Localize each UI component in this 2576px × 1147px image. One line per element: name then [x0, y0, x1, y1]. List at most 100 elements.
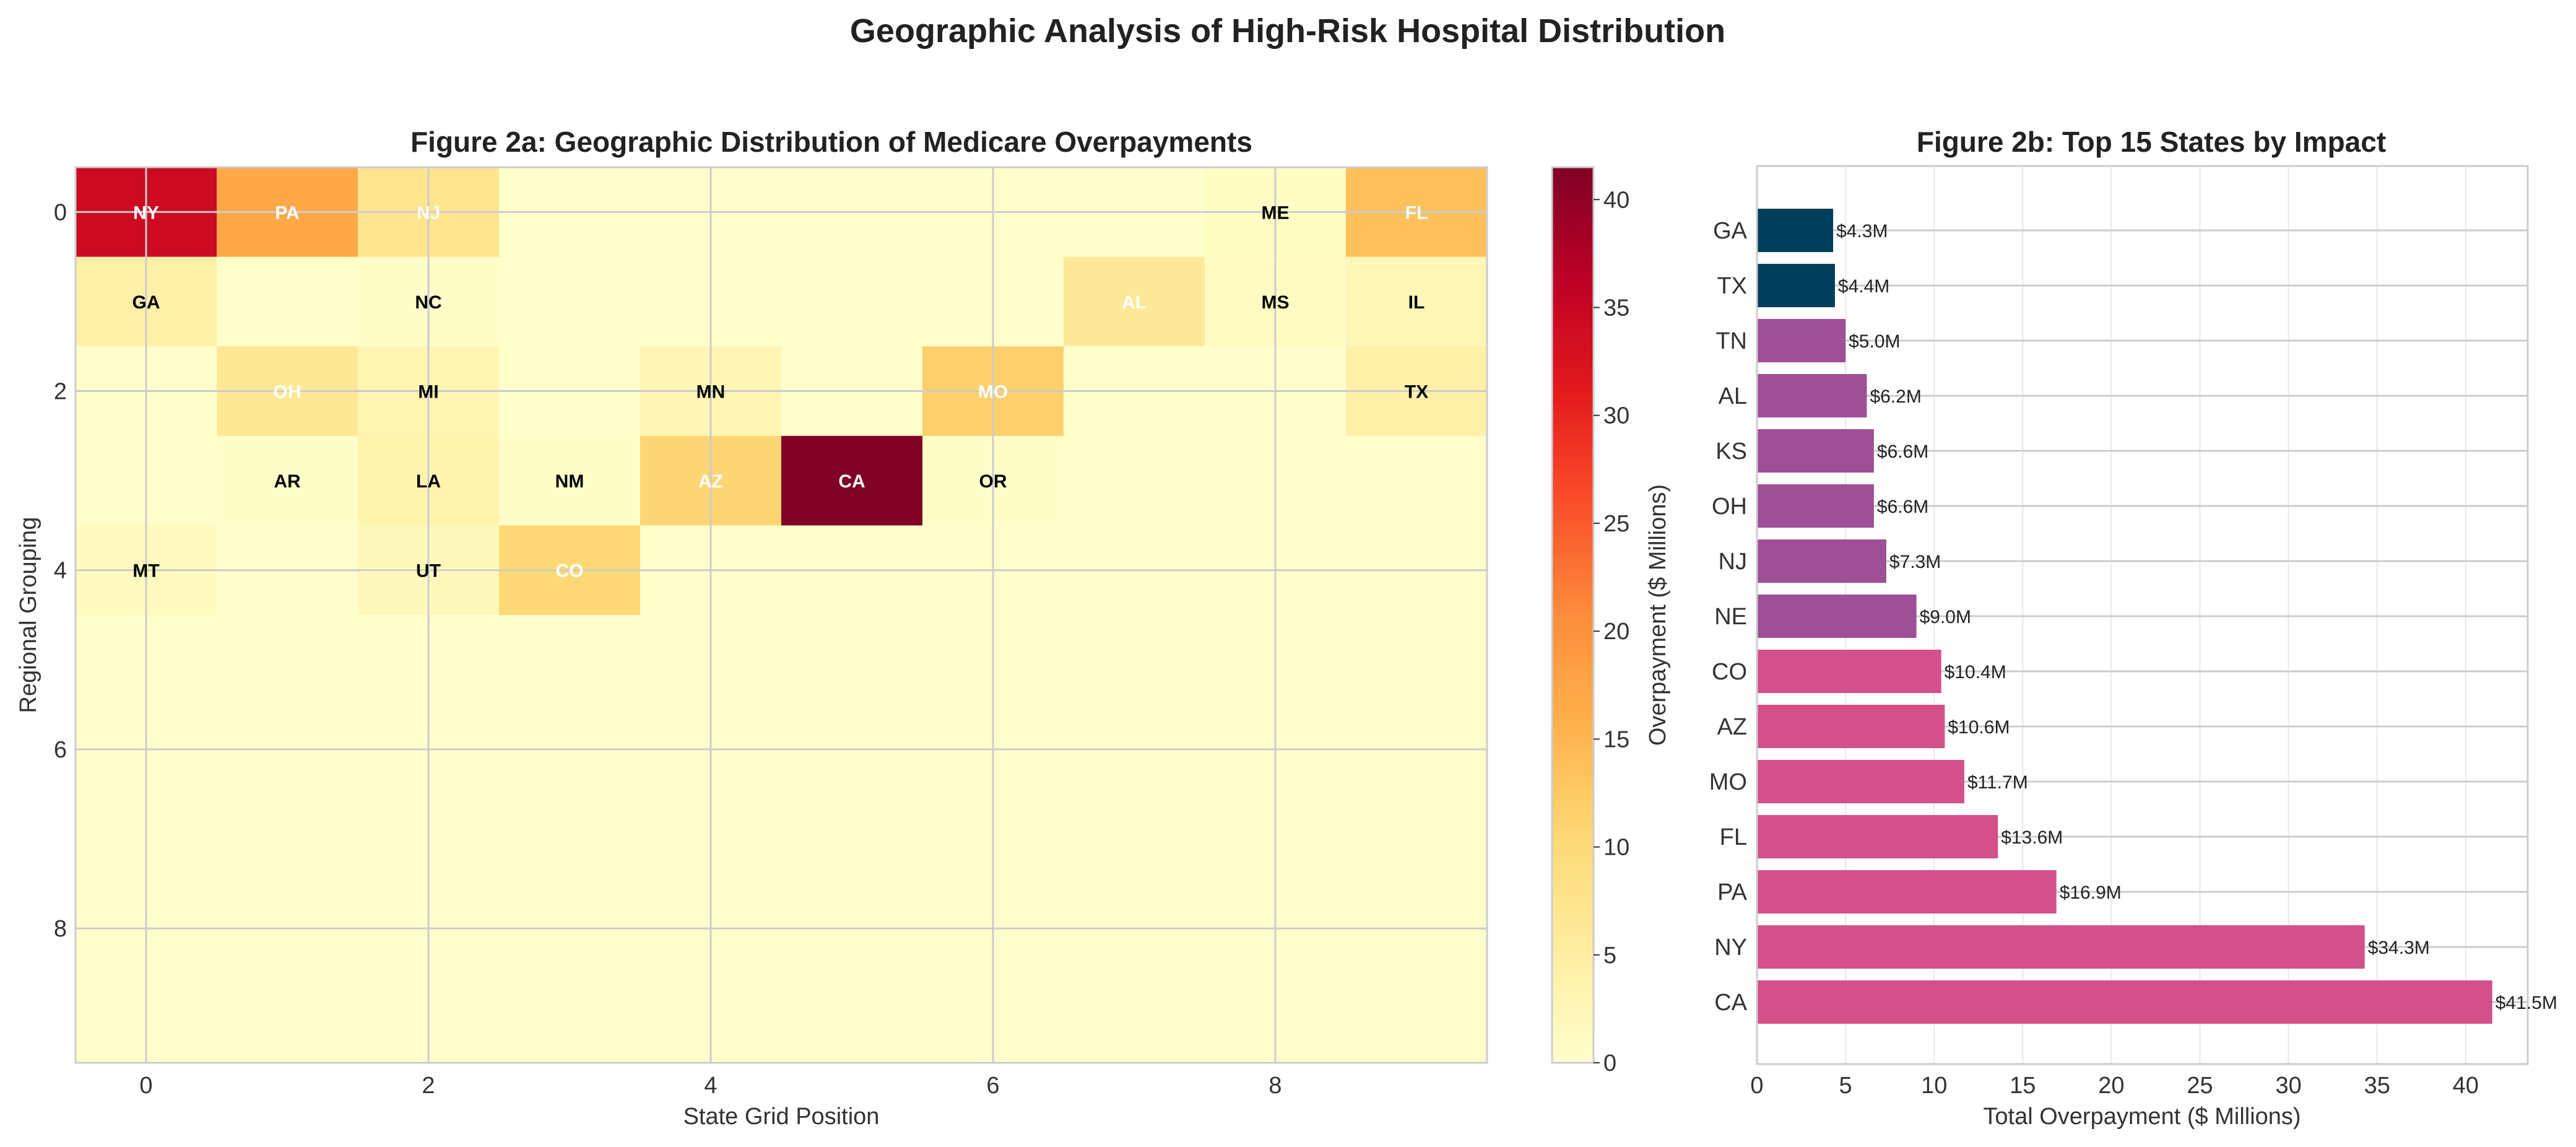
heatmap-cell-al	[1064, 256, 1205, 347]
bar-chart-y-tick-label: AZ	[1717, 714, 1747, 740]
heatmap-x-tick-label: 8	[1268, 1073, 1281, 1099]
heatmap-state-label: MS	[1262, 292, 1290, 313]
heatmap-state-label: AL	[1122, 292, 1147, 313]
colorbar-label: Overpayment ($ Millions)	[1645, 484, 1671, 746]
heatmap-cell-empty	[781, 794, 923, 884]
heatmap-title: Figure 2a: Geographic Distribution of Me…	[410, 126, 1252, 158]
colorbar-tick-label: 25	[1603, 511, 1629, 537]
bar-chart-x-tick-label: 5	[1839, 1073, 1852, 1099]
bar-value-label: $41.5M	[2496, 993, 2557, 1013]
heatmap-state-label: CA	[838, 471, 865, 492]
heatmap-state-label: NJ	[417, 203, 440, 223]
bar-value-label: $6.2M	[1870, 386, 1921, 407]
bar-chart-x-axis-label: Total Overpayment ($ Millions)	[1983, 1104, 2301, 1130]
heatmap-cell-empty	[1346, 794, 1488, 884]
bar-chart-y-tick-label: AL	[1719, 383, 1747, 409]
bar-tx	[1757, 264, 1835, 307]
bar-chart-y-tick-label: GA	[1713, 218, 1748, 244]
figure-suptitle: Geographic Analysis of High-Risk Hospita…	[850, 12, 1725, 50]
heatmap-state-label: MN	[696, 382, 726, 403]
bar-chart-x-tick-label: 15	[2010, 1073, 2036, 1099]
heatmap-cell-empty	[781, 256, 923, 347]
bar-mo	[1757, 760, 1964, 803]
heatmap-gridlines	[76, 167, 1487, 1063]
heatmap-state-label: GA	[132, 292, 160, 313]
bar-ne	[1757, 595, 1917, 638]
bar-value-label: $4.3M	[1836, 221, 1888, 242]
colorbar-tick-label: 0	[1603, 1050, 1616, 1076]
heatmap-state-label: NY	[133, 203, 159, 223]
heatmap-cell-empty	[499, 794, 641, 884]
bar-chart-x-tick-label: 25	[2187, 1073, 2213, 1099]
colorbar	[1551, 166, 1595, 1064]
heatmap-frame	[74, 166, 1488, 1064]
bar-tn	[1757, 319, 1846, 362]
heatmap-state-label: MO	[978, 382, 1008, 403]
heatmap-cell-empty	[1346, 973, 1488, 1063]
heatmap-cell-empty	[1064, 435, 1205, 526]
heatmap-state-label: UT	[416, 561, 441, 582]
bar-co	[1757, 650, 1941, 693]
heatmap-state-label: LA	[416, 471, 441, 492]
heatmap-cell-empty	[1064, 615, 1205, 705]
heatmap-x-tick-label: 6	[986, 1073, 999, 1099]
heatmap-cell-empty	[1346, 615, 1488, 705]
bar-value-label: $13.6M	[2001, 827, 2063, 848]
heatmap-cell-empty	[217, 973, 358, 1063]
heatmap-x-axis-label: State Grid Position	[683, 1104, 880, 1130]
bar-ga	[1757, 209, 1834, 252]
bar-chart-value-labels: $4.3M $4.4M $5.0M $6.2M $6.6M $6.6M $7.3M $9.0M…	[1836, 221, 2557, 1013]
heatmap-cell-empty	[217, 256, 358, 347]
heatmap-y-axis-label: Regional Grouping	[15, 517, 41, 713]
bar-chart-bars	[1757, 209, 2492, 1024]
bar-chart-y-tick-label: CO	[1712, 659, 1747, 685]
heatmap-state-label: NC	[415, 292, 441, 313]
bar-chart-x-tick-label: 35	[2364, 1073, 2390, 1099]
colorbar-tick-label: 15	[1603, 726, 1629, 752]
heatmap-cell-empty	[217, 794, 358, 884]
heatmap-cell-empty	[499, 256, 641, 347]
heatmap-state-label: CO	[556, 561, 584, 582]
heatmap-y-tick-label: 6	[54, 737, 67, 763]
heatmap-cell-empty	[781, 615, 923, 705]
bar-value-label: $34.3M	[2368, 938, 2430, 958]
colorbar-tick-label: 40	[1603, 187, 1629, 213]
bar-chart-y-tick-label: KS	[1715, 438, 1747, 464]
bar-chart-x-tick-label: 40	[2453, 1073, 2479, 1099]
bar-chart-frame	[1756, 165, 2529, 1065]
bar-chart-y-tick-label: FL	[1720, 824, 1747, 850]
heatmap-state-label: TX	[1405, 382, 1428, 403]
bar-chart-x-tick-label: 20	[2098, 1073, 2124, 1099]
bar-al	[1757, 374, 1867, 417]
heatmap-cell-empty	[499, 615, 641, 705]
bar-chart-y-tick-label: OH	[1712, 494, 1747, 520]
heatmap-x-tick-label: 0	[139, 1073, 152, 1099]
bar-nj	[1757, 539, 1886, 583]
heatmap-cell-empty	[1064, 794, 1205, 884]
bar-chart-title: Figure 2b: Top 15 States by Impact	[1917, 126, 2386, 158]
heatmap-state-label: MI	[418, 382, 438, 403]
bar-value-label: $5.0M	[1849, 331, 1900, 352]
heatmap-state-label: PA	[275, 203, 299, 223]
heatmap-panel: Figure 2a: Geographic Distribution of Me…	[15, 126, 1671, 1130]
heatmap-cell-empty	[1064, 973, 1205, 1063]
colorbar-tick-label: 5	[1603, 943, 1616, 969]
bar-chart-y-tick-label: NE	[1714, 604, 1747, 630]
heatmap-cell-ca	[781, 435, 923, 526]
bar-ca	[1757, 980, 2492, 1024]
heatmap-x-tick-label: 2	[422, 1073, 435, 1099]
heatmap-cell-empty	[1346, 435, 1488, 526]
bar-ny	[1757, 925, 2365, 969]
heatmap-x-ticks: 0 2 4 6 8	[139, 1073, 1281, 1099]
heatmap-cell-ar	[217, 435, 358, 526]
bar-value-label: $6.6M	[1877, 497, 1928, 517]
bar-pa	[1757, 870, 2057, 914]
bar-chart-y-tick-label: TN	[1715, 328, 1747, 354]
bar-chart-y-tick-label: PA	[1717, 879, 1748, 905]
heatmap-state-label: AZ	[698, 471, 723, 492]
bar-chart-x-ticks: 0 5 10 15 20 25 30 35 40	[1750, 1073, 2479, 1099]
bar-fl	[1757, 815, 1998, 858]
colorbar-tick-label: 35	[1603, 295, 1629, 321]
bar-chart-x-tick-label: 30	[2275, 1073, 2301, 1099]
